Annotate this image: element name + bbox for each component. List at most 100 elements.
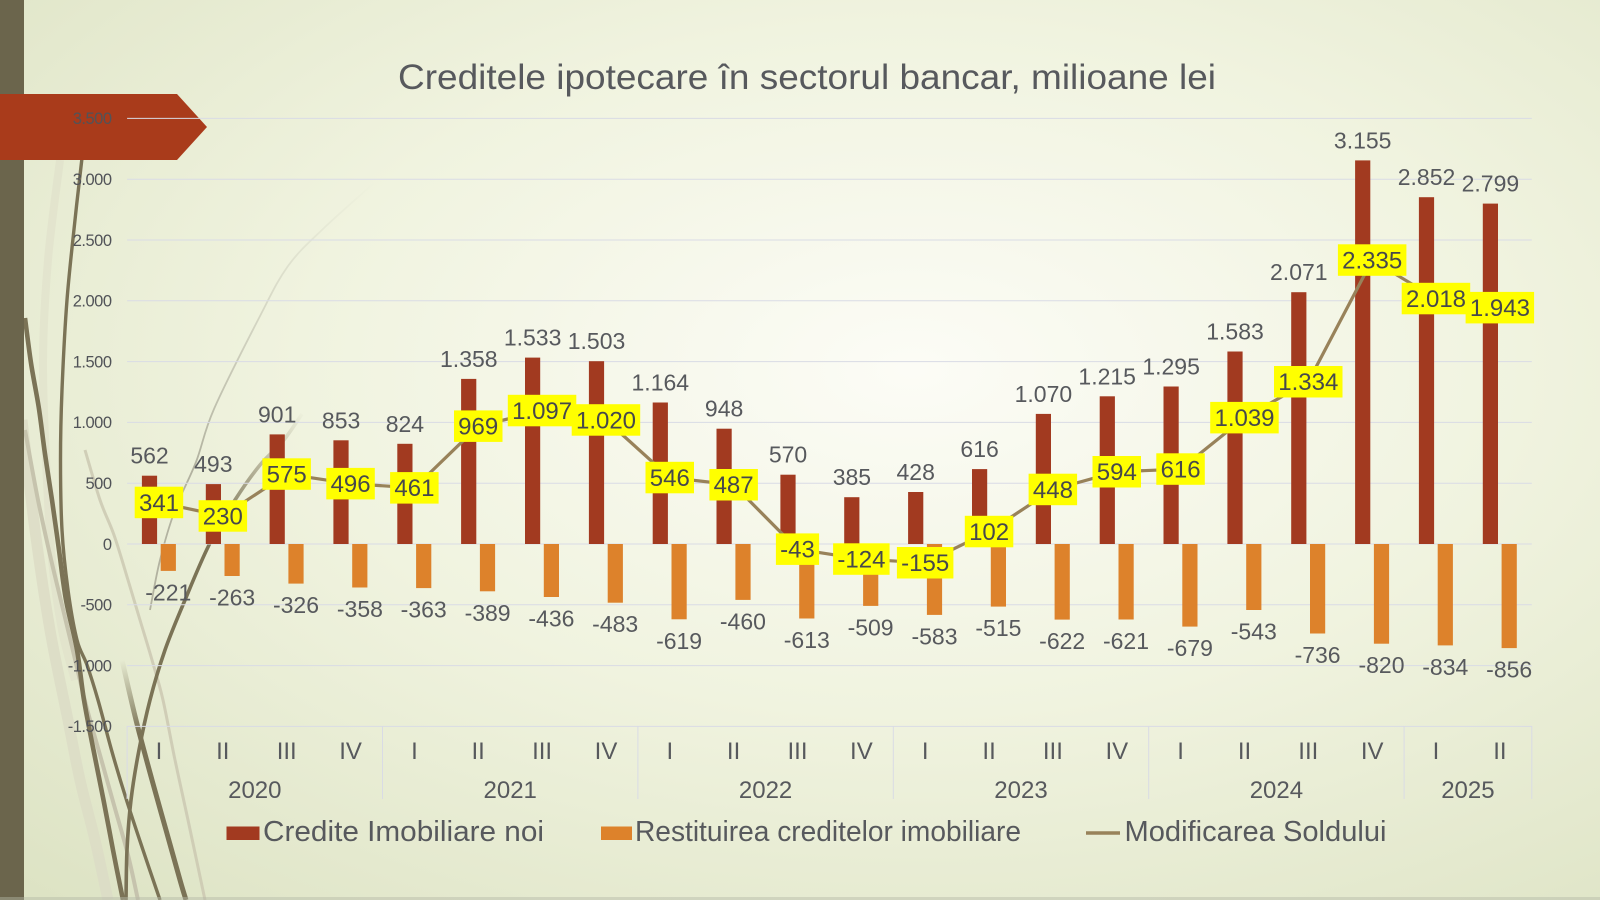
svg-text:230: 230 (203, 503, 243, 530)
svg-text:-500: -500 (80, 597, 111, 615)
svg-text:IV: IV (1105, 738, 1128, 765)
svg-text:341: 341 (139, 490, 179, 517)
svg-text:616: 616 (960, 436, 998, 462)
svg-text:I: I (922, 738, 929, 765)
svg-text:0: 0 (103, 536, 112, 554)
svg-text:1.097: 1.097 (512, 398, 572, 425)
svg-text:-679: -679 (1167, 635, 1213, 661)
svg-text:-460: -460 (720, 608, 766, 634)
svg-text:3.155: 3.155 (1334, 127, 1392, 153)
svg-text:1.295: 1.295 (1142, 354, 1200, 380)
svg-text:-619: -619 (656, 628, 702, 654)
svg-text:546: 546 (650, 465, 690, 492)
svg-text:1.000: 1.000 (73, 414, 112, 432)
svg-text:853: 853 (322, 407, 360, 433)
svg-text:1.334: 1.334 (1278, 369, 1338, 396)
svg-text:500: 500 (85, 475, 111, 493)
svg-text:2.071: 2.071 (1270, 259, 1328, 285)
svg-text:1.943: 1.943 (1470, 295, 1530, 322)
svg-text:IV: IV (595, 738, 618, 765)
svg-text:-358: -358 (337, 596, 383, 622)
svg-text:-834: -834 (1422, 654, 1468, 680)
svg-text:I: I (666, 738, 673, 765)
svg-text:2022: 2022 (739, 777, 792, 804)
svg-text:II: II (982, 738, 995, 765)
svg-text:2.335: 2.335 (1342, 247, 1402, 274)
svg-text:385: 385 (833, 464, 871, 490)
svg-text:2.852: 2.852 (1398, 164, 1456, 190)
svg-text:496: 496 (331, 471, 371, 498)
svg-text:-1.000: -1.000 (68, 657, 112, 675)
svg-text:IV: IV (850, 738, 873, 765)
svg-text:948: 948 (705, 396, 743, 422)
svg-text:III: III (787, 738, 807, 765)
svg-text:II: II (216, 738, 229, 765)
svg-text:2.799: 2.799 (1462, 171, 1520, 197)
svg-text:824: 824 (386, 411, 425, 437)
svg-text:III: III (1298, 738, 1318, 765)
svg-text:Creditele ipotecare în sectoru: Creditele ipotecare în sectorul bancar, … (398, 58, 1216, 97)
svg-text:-622: -622 (1039, 628, 1085, 654)
svg-text:448: 448 (1033, 477, 1073, 504)
svg-text:594: 594 (1097, 459, 1137, 486)
svg-text:2.500: 2.500 (73, 232, 112, 250)
svg-text:-263: -263 (209, 585, 255, 611)
svg-text:-736: -736 (1295, 642, 1341, 668)
svg-text:II: II (1238, 738, 1251, 765)
svg-text:III: III (277, 738, 297, 765)
svg-text:461: 461 (394, 475, 434, 502)
svg-text:-613: -613 (784, 627, 830, 653)
svg-text:-124: -124 (837, 546, 885, 573)
svg-text:1.533: 1.533 (504, 325, 562, 351)
svg-text:-43: -43 (780, 537, 815, 564)
svg-text:-155: -155 (901, 550, 949, 577)
svg-text:-509: -509 (848, 614, 894, 640)
svg-text:2025: 2025 (1441, 777, 1494, 804)
svg-text:-436: -436 (528, 606, 574, 632)
svg-text:-621: -621 (1103, 628, 1149, 654)
svg-text:-820: -820 (1358, 652, 1404, 678)
svg-text:Restituirea creditelor imobili: Restituirea creditelor imobiliare (635, 816, 1021, 848)
svg-text:562: 562 (130, 443, 168, 469)
svg-text:II: II (472, 738, 485, 765)
svg-text:-856: -856 (1486, 657, 1532, 683)
svg-text:II: II (727, 738, 740, 765)
svg-text:-543: -543 (1231, 619, 1277, 645)
svg-text:1.583: 1.583 (1206, 319, 1264, 345)
svg-text:1.164: 1.164 (632, 370, 690, 396)
svg-text:I: I (1433, 738, 1440, 765)
svg-text:969: 969 (458, 414, 498, 441)
svg-text:1.500: 1.500 (73, 353, 112, 371)
svg-text:570: 570 (769, 442, 807, 468)
svg-text:2020: 2020 (228, 777, 281, 804)
svg-text:1.070: 1.070 (1015, 381, 1073, 407)
svg-text:-515: -515 (975, 615, 1021, 641)
svg-text:I: I (1177, 738, 1184, 765)
svg-text:2.018: 2.018 (1406, 286, 1466, 313)
svg-text:III: III (1043, 738, 1063, 765)
svg-text:1.020: 1.020 (576, 407, 636, 434)
svg-text:-326: -326 (273, 592, 319, 618)
svg-text:487: 487 (714, 472, 754, 499)
svg-text:-389: -389 (465, 600, 511, 626)
svg-text:IV: IV (339, 738, 362, 765)
svg-text:-363: -363 (401, 597, 447, 623)
svg-text:2023: 2023 (994, 777, 1047, 804)
svg-text:1.215: 1.215 (1078, 363, 1136, 389)
svg-text:2.000: 2.000 (73, 293, 112, 311)
svg-text:Modificarea Soldului: Modificarea Soldului (1125, 816, 1387, 848)
svg-text:II: II (1493, 738, 1506, 765)
svg-text:493: 493 (194, 451, 232, 477)
svg-text:1.358: 1.358 (440, 346, 498, 372)
svg-text:Credite Imobiliare noi: Credite Imobiliare noi (263, 816, 544, 848)
svg-text:3.000: 3.000 (73, 171, 112, 189)
svg-text:I: I (411, 738, 418, 765)
svg-text:575: 575 (267, 461, 307, 488)
svg-text:3.500: 3.500 (73, 110, 112, 128)
svg-text:102: 102 (969, 519, 1009, 546)
svg-text:III: III (532, 738, 552, 765)
svg-text:1.503: 1.503 (568, 328, 626, 354)
svg-text:428: 428 (897, 459, 935, 485)
svg-text:901: 901 (258, 401, 296, 427)
svg-text:616: 616 (1161, 456, 1201, 483)
